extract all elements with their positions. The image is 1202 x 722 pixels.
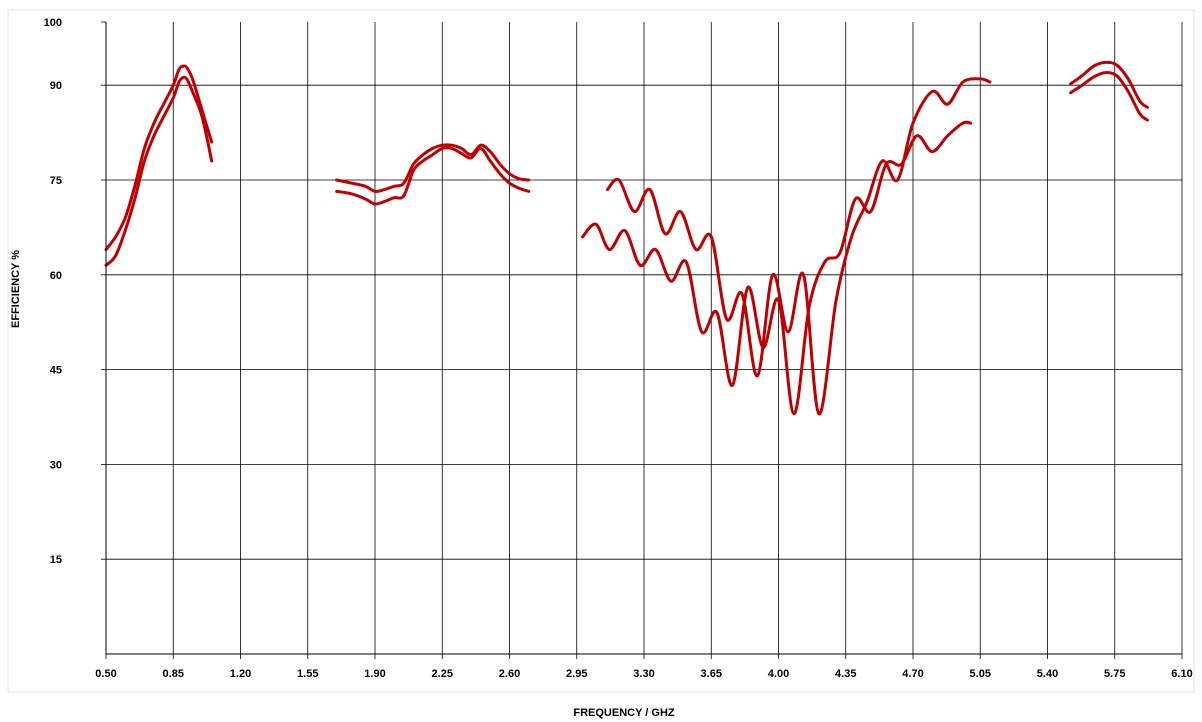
efficiency-line-2 [104, 75, 214, 267]
x-tick-label: 5.40 [1037, 668, 1058, 680]
grid-lines [106, 22, 1183, 654]
x-tick-labels: 0.50 0.85 1.20 1.55 1.90 2.25 2.60 2.95 3.30 3.65… [95, 654, 1193, 680]
y-tick-label: 75 [50, 175, 62, 187]
x-tick-label: 0.50 [95, 668, 116, 680]
x-tick-label: 2.95 [566, 668, 587, 680]
series-lines [104, 60, 1149, 416]
efficiency-line-1 [104, 64, 214, 251]
x-tick-label: 4.70 [902, 668, 923, 680]
efficiency-line-8 [1069, 71, 1149, 122]
y-tick-label: 45 [50, 365, 62, 377]
x-tick-label: 1.20 [230, 668, 251, 680]
y-tick-label: 90 [50, 80, 62, 92]
chart-frame [7, 9, 1195, 693]
efficiency-line-4 [335, 146, 531, 206]
y-tick-labels: 15 30 45 60 75 90 100 [44, 17, 106, 566]
y-tick-label: 30 [50, 459, 62, 471]
y-axis-title: EFFICIENCY % [10, 250, 22, 328]
y-tick-label: 15 [50, 554, 62, 566]
x-tick-label: 1.90 [364, 668, 385, 680]
efficiency-line-7 [1069, 60, 1149, 109]
efficiency-line-5 [606, 77, 992, 416]
y-tick-label: 100 [44, 17, 62, 29]
x-tick-label: 5.05 [970, 668, 991, 680]
x-tick-label: 3.65 [701, 668, 722, 680]
x-tick-label: 3.30 [633, 668, 654, 680]
x-axis-title: FREQUENCY / GHZ [573, 707, 675, 719]
efficiency-line-3 [335, 143, 531, 193]
x-tick-label: 4.00 [768, 668, 789, 680]
efficiency-line-6 [581, 120, 973, 416]
x-tick-label: 0.85 [163, 668, 184, 680]
x-tick-label: 6.10 [1171, 668, 1192, 680]
y-tick-label: 60 [50, 270, 62, 282]
x-tick-label: 2.60 [499, 668, 520, 680]
x-tick-label: 2.25 [432, 668, 453, 680]
x-tick-label: 4.35 [835, 668, 856, 680]
x-tick-label: 5.75 [1104, 668, 1125, 680]
x-tick-label: 1.55 [297, 668, 318, 680]
